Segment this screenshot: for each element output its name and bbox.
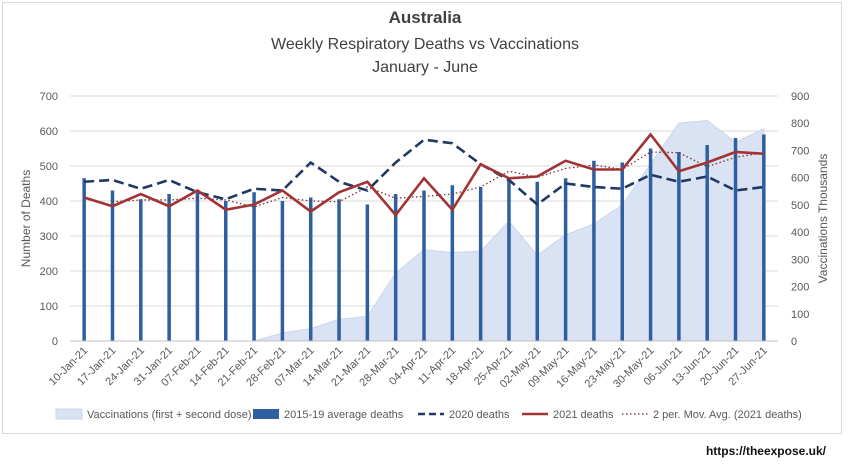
avg-deaths-bar (195, 192, 200, 341)
y2-tick-label: 100 (791, 309, 809, 321)
source-credit[interactable]: https://theexpose.uk/ (705, 444, 826, 458)
y2-tick-label: 500 (791, 200, 809, 212)
y-axis-title: Number of Deaths (19, 170, 33, 267)
y2-tick-label: 800 (791, 118, 809, 130)
legend-label-2020: 2020 deaths (449, 409, 510, 421)
avg-deaths-bar (478, 187, 483, 341)
avg-deaths-bar (733, 138, 738, 341)
avg-deaths-bar (677, 152, 681, 341)
avg-deaths-bar (762, 134, 766, 341)
avg-deaths-bar (648, 148, 653, 341)
avg-deaths-bar (705, 145, 709, 341)
avg-deaths-bar (82, 178, 86, 341)
y-tick-label: 0 (52, 336, 58, 348)
avg-deaths-bar (422, 190, 426, 341)
avg-deaths-bar (224, 201, 228, 341)
y-tick-label: 400 (40, 196, 58, 208)
avg-deaths-bar (563, 178, 568, 341)
avg-deaths-bar (450, 185, 455, 341)
avg-deaths-bar (337, 199, 341, 341)
avg-deaths-bar (365, 204, 370, 341)
legend-swatch-avg-deaths (253, 409, 279, 419)
y2-tick-label: 0 (791, 336, 797, 348)
avg-deaths-bar (393, 194, 398, 341)
y-tick-label: 600 (40, 126, 58, 138)
avg-deaths-bar (592, 160, 596, 341)
legend-label-2021: 2021 deaths (553, 409, 614, 421)
y2-tick-label: 200 (791, 282, 809, 294)
legend-label-moving-avg: 2 per. Mov. Avg. (2021 deaths) (653, 409, 802, 421)
moving-average-line (112, 151, 764, 208)
y2-axis-title: Vaccinations Thousands (816, 154, 830, 284)
legend-label-avg-deaths: 2015-19 average deaths (284, 409, 404, 421)
y-tick-label: 200 (40, 266, 58, 278)
y2-tick-label: 900 (791, 91, 809, 103)
avg-deaths-bar (507, 180, 511, 341)
y2-tick-label: 700 (791, 145, 809, 157)
avg-deaths-bar (535, 181, 540, 341)
legend-swatch-vaccinations (55, 408, 83, 420)
chart-subtitle-period: January - June (372, 59, 478, 76)
avg-deaths-bar (620, 162, 624, 341)
avg-deaths-bar (252, 192, 256, 341)
y-tick-label: 100 (40, 301, 58, 313)
deaths-2021-line (83, 132, 764, 218)
y2-tick-label: 300 (791, 254, 809, 266)
chart-title: Australia (388, 8, 462, 27)
y2-tick-label: 600 (791, 173, 809, 185)
avg-deaths-bar (167, 194, 171, 341)
y-tick-label: 300 (40, 231, 58, 243)
avg-deaths-bar (139, 199, 143, 341)
legend-label-vaccinations: Vaccinations (first + second dose) (87, 409, 252, 421)
chart-subtitle: Weekly Respiratory Deaths vs Vaccination… (271, 36, 579, 53)
y-tick-label: 700 (40, 91, 58, 103)
y-tick-label: 500 (40, 161, 58, 173)
avg-deaths-bar (308, 197, 313, 341)
avg-deaths-bar (280, 201, 285, 341)
y2-tick-label: 400 (791, 227, 809, 239)
avg-deaths-bar (110, 190, 115, 341)
